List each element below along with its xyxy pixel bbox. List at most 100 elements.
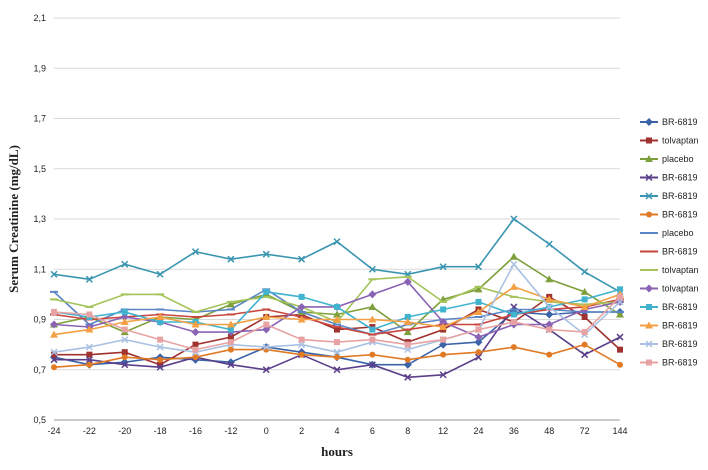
data-point <box>439 263 447 271</box>
data-point <box>157 336 164 343</box>
x-tick-label: 48 <box>544 426 554 436</box>
data-point <box>545 295 554 303</box>
data-point <box>616 310 624 318</box>
data-point <box>510 215 518 223</box>
data-point <box>475 326 482 333</box>
data-point <box>474 263 483 271</box>
data-point <box>581 329 588 336</box>
y-tick-label: 1,9 <box>33 63 46 73</box>
data-point <box>439 323 448 331</box>
legend-label[interactable]: BR-6819 <box>662 210 698 220</box>
data-point <box>121 308 128 315</box>
data-point <box>510 260 518 268</box>
legend-label[interactable]: tolvaptan <box>662 284 699 294</box>
data-point <box>298 293 305 300</box>
data-point <box>50 320 58 329</box>
data-point <box>404 356 411 363</box>
legend-label[interactable]: tolvaptan <box>662 265 699 275</box>
data-point <box>86 311 93 318</box>
data-point <box>191 320 200 328</box>
legend-marker <box>645 321 653 329</box>
data-point <box>617 361 623 368</box>
x-tick-label: 0 <box>264 426 269 436</box>
data-point <box>50 348 58 356</box>
data-point <box>581 351 589 359</box>
data-point <box>227 334 234 341</box>
y-tick-label: 0,7 <box>33 365 46 375</box>
data-point <box>334 326 340 333</box>
legend-label[interactable]: BR-6819 <box>662 321 698 331</box>
data-point <box>617 346 623 353</box>
legend-marker <box>646 211 652 218</box>
x-tick-label: 12 <box>438 426 448 436</box>
legend-label[interactable]: BR-6819 <box>662 247 698 257</box>
data-point <box>121 361 129 369</box>
data-point <box>474 285 483 293</box>
data-point <box>403 328 412 336</box>
data-point <box>475 298 482 305</box>
data-point <box>262 325 271 334</box>
data-point <box>510 344 517 351</box>
data-point <box>121 336 129 344</box>
y-tick-label: 2,1 <box>33 13 46 23</box>
data-point <box>191 248 200 256</box>
data-point <box>156 312 165 320</box>
data-point <box>227 346 234 353</box>
data-point <box>334 303 340 310</box>
legend-label[interactable]: BR-6819 <box>662 173 698 183</box>
data-point <box>263 288 270 295</box>
data-point <box>297 302 306 311</box>
legend-marker <box>646 137 652 144</box>
data-point <box>439 371 447 379</box>
data-point <box>334 354 340 361</box>
data-point <box>157 319 164 326</box>
data-point <box>298 341 306 349</box>
legend-label[interactable]: BR-6819 <box>662 302 698 312</box>
series-line-5 <box>53 217 621 293</box>
legend-label[interactable]: BR-6819 <box>662 191 698 201</box>
data-point <box>263 321 270 328</box>
x-tick-label: -24 <box>47 426 60 436</box>
data-point <box>334 339 340 346</box>
data-point <box>156 270 164 278</box>
x-tick-label: -12 <box>224 426 237 436</box>
data-point <box>120 312 129 321</box>
data-point <box>262 250 270 258</box>
data-point <box>50 270 58 278</box>
x-axis-title: hours <box>321 444 353 459</box>
x-tick-label: 72 <box>580 426 590 436</box>
legend-label[interactable]: BR-6819 <box>662 339 698 349</box>
data-point <box>50 330 58 338</box>
data-point <box>85 356 93 364</box>
legend-label[interactable]: placebo <box>662 154 694 164</box>
data-point <box>121 260 129 268</box>
data-point <box>368 315 377 323</box>
data-point <box>581 296 588 303</box>
data-point <box>474 338 483 347</box>
data-point <box>227 339 234 346</box>
data-point <box>85 275 93 283</box>
legend-label[interactable]: placebo <box>662 228 694 238</box>
data-point <box>509 252 518 260</box>
data-point <box>121 349 128 356</box>
data-point <box>191 328 200 337</box>
data-point <box>404 346 412 354</box>
y-tick-label: 1,5 <box>33 164 46 174</box>
data-point <box>333 238 341 246</box>
x-tick-label: 6 <box>370 426 375 436</box>
legend-marker <box>646 359 652 366</box>
data-point <box>262 312 271 320</box>
data-point <box>333 310 341 318</box>
data-point <box>404 373 412 381</box>
data-point <box>404 313 411 320</box>
data-point <box>369 336 376 343</box>
data-point <box>545 275 554 283</box>
x-tick-label: -22 <box>83 426 96 436</box>
data-point <box>333 315 341 323</box>
data-point <box>580 302 589 310</box>
legend-label[interactable]: tolvaptan <box>662 136 699 146</box>
legend-label[interactable]: BR-6819 <box>662 358 698 368</box>
legend-label[interactable]: BR-6819 <box>662 117 698 127</box>
data-point <box>545 303 553 311</box>
y-tick-label: 1,1 <box>33 264 46 274</box>
